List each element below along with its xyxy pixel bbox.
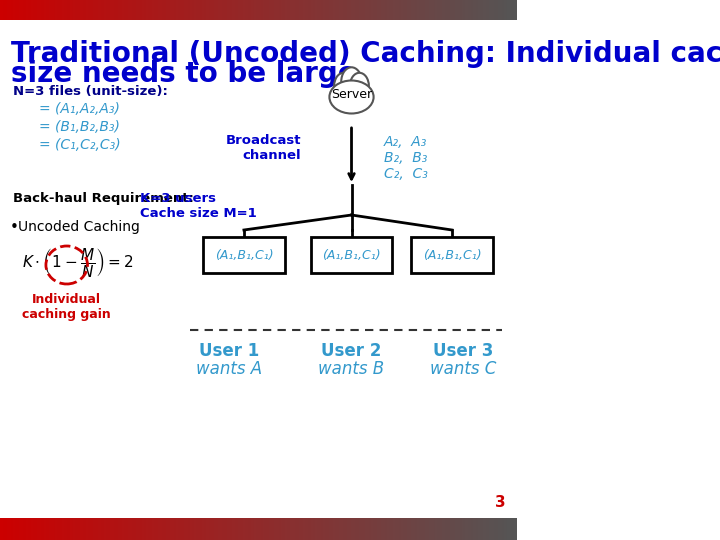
Text: K=3 users
Cache size M=1: K=3 users Cache size M=1	[140, 192, 256, 220]
Text: 3: 3	[495, 495, 505, 510]
Circle shape	[341, 68, 361, 96]
Text: Broadcast
channel: Broadcast channel	[226, 134, 301, 162]
Text: wants C: wants C	[430, 360, 496, 378]
Text: User 2: User 2	[321, 342, 382, 360]
Text: User 3: User 3	[433, 342, 493, 360]
Circle shape	[358, 87, 372, 107]
Text: A₂,  A₃: A₂, A₃	[384, 135, 427, 149]
Text: (A₁,B₁,C₁): (A₁,B₁,C₁)	[423, 248, 481, 261]
Text: Individual
caching gain: Individual caching gain	[22, 293, 111, 321]
Text: B₂,  B₃: B₂, B₃	[384, 151, 427, 165]
Circle shape	[350, 73, 369, 99]
Text: = (B₁,B₂,B₃): = (B₁,B₂,B₃)	[40, 120, 120, 134]
Text: Server: Server	[331, 89, 372, 102]
Circle shape	[331, 87, 345, 107]
FancyBboxPatch shape	[203, 237, 285, 273]
Text: User 1: User 1	[199, 342, 260, 360]
Text: •: •	[10, 220, 19, 235]
Text: = (A₁,A₂,A₃): = (A₁,A₂,A₃)	[40, 102, 120, 116]
Text: Uncoded Caching: Uncoded Caching	[18, 220, 140, 234]
Text: wants A: wants A	[197, 360, 263, 378]
FancyBboxPatch shape	[310, 237, 392, 273]
Text: (A₁,B₁,C₁): (A₁,B₁,C₁)	[215, 248, 273, 261]
Text: = (C₁,C₂,C₃): = (C₁,C₂,C₃)	[40, 138, 121, 152]
Text: Traditional (Uncoded) Caching: Individual cache: Traditional (Uncoded) Caching: Individua…	[11, 40, 720, 68]
Circle shape	[334, 73, 353, 99]
Text: C₂,  C₃: C₂, C₃	[384, 167, 428, 181]
Text: size needs to be large: size needs to be large	[11, 60, 356, 88]
Ellipse shape	[330, 80, 374, 113]
Text: wants B: wants B	[318, 360, 384, 378]
Text: Back-haul Requirement:: Back-haul Requirement:	[13, 192, 194, 205]
Text: $K \cdot \left(1 - \dfrac{M}{N}\right) = 2$: $K \cdot \left(1 - \dfrac{M}{N}\right) =…	[22, 246, 132, 279]
FancyBboxPatch shape	[411, 237, 492, 273]
Text: (A₁,B₁,C₁): (A₁,B₁,C₁)	[322, 248, 381, 261]
Text: N=3 files (unit-size):: N=3 files (unit-size):	[13, 85, 168, 98]
